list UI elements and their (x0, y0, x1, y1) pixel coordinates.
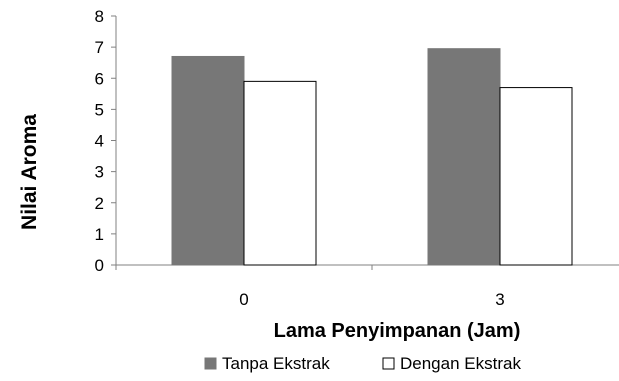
x-tick-label: 3 (495, 290, 504, 309)
bar-tanpa-ekstrak (171, 55, 245, 266)
y-tick-label: 8 (95, 7, 104, 26)
bar-dengan-ekstrak (243, 80, 317, 266)
y-tick-label: 4 (95, 132, 104, 151)
legend-label: Tanpa Ekstrak (222, 354, 330, 373)
y-tick-label: 0 (95, 256, 104, 275)
legend-swatch (382, 357, 395, 370)
bar-tanpa-ekstrak (427, 48, 501, 266)
legend-swatch (204, 357, 217, 370)
y-tick-label: 2 (95, 194, 104, 213)
y-tick-label: 3 (95, 163, 104, 182)
legend-label: Dengan Ekstrak (400, 354, 521, 373)
y-tick-label: 7 (95, 38, 104, 57)
x-axis-title: Lama Penyimpanan (Jam) (274, 320, 521, 342)
y-tick-label: 5 (95, 100, 104, 119)
y-tick-label: 6 (95, 69, 104, 88)
bar-dengan-ekstrak (499, 87, 573, 266)
x-tick-label: 0 (239, 290, 248, 309)
y-axis: 0 1 2 3 4 5 6 7 8 (95, 7, 117, 275)
legend: Tanpa Ekstrak Dengan Ekstrak (204, 354, 521, 373)
bars (171, 48, 573, 266)
y-tick-label: 1 (95, 225, 104, 244)
y-axis-title: Nilai Aroma (18, 114, 41, 230)
